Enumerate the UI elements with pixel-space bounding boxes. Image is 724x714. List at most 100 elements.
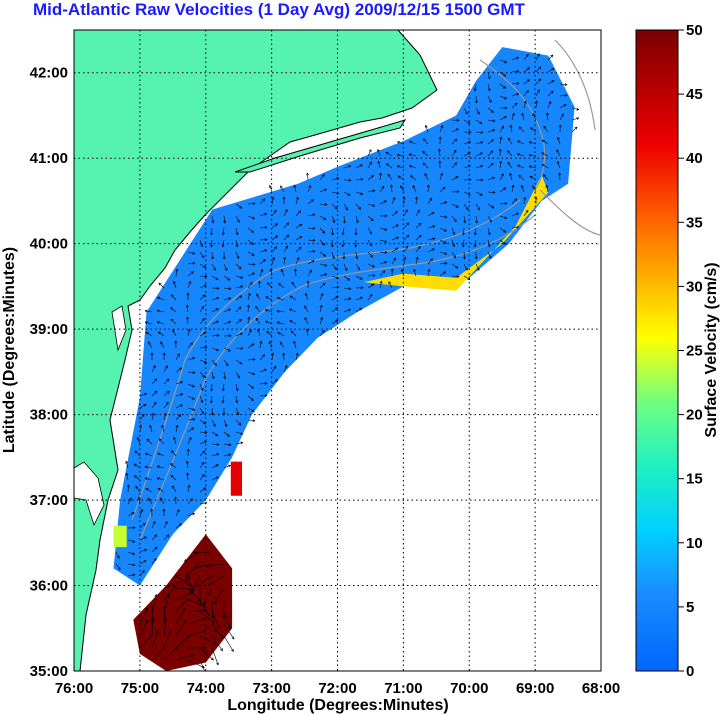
current-vector — [186, 305, 189, 313]
current-vector — [271, 210, 277, 217]
current-vector-head — [489, 219, 492, 223]
current-vector-head — [223, 376, 227, 380]
current-vector — [193, 551, 213, 554]
current-vector — [535, 78, 542, 85]
current-vector-head — [372, 204, 376, 207]
current-vector-head — [227, 277, 231, 281]
current-vector-head — [499, 136, 503, 140]
current-vector-head — [518, 126, 522, 130]
velocity-region-2 — [133, 534, 233, 671]
y-tick-label: 35:00 — [30, 663, 68, 680]
current-vector-head — [369, 231, 373, 235]
current-vector — [223, 215, 226, 224]
current-vector — [439, 125, 443, 133]
current-vector-head — [455, 176, 459, 179]
current-vector-head — [264, 309, 268, 312]
current-vector — [199, 407, 204, 415]
current-vector-head — [396, 153, 400, 157]
current-vector-head — [525, 89, 529, 94]
current-vector-head — [191, 384, 195, 388]
current-vector — [211, 308, 219, 313]
current-vector — [223, 275, 230, 281]
current-vector — [462, 239, 465, 247]
current-vector-head — [216, 453, 220, 456]
current-vector-head — [203, 440, 207, 444]
current-vector — [427, 225, 435, 229]
current-vector — [427, 238, 435, 241]
current-vector — [235, 395, 238, 403]
current-vector-head — [238, 266, 242, 270]
current-vector — [463, 191, 471, 196]
current-vector — [439, 215, 447, 218]
current-vector-head — [225, 363, 229, 367]
current-vector-head — [228, 334, 232, 338]
current-vector-head — [186, 635, 190, 639]
current-vector — [157, 466, 165, 469]
current-vector — [247, 263, 256, 265]
current-vector-head — [452, 231, 456, 236]
current-vector-head — [304, 317, 308, 321]
current-vector — [211, 443, 220, 445]
current-vector-head — [276, 297, 280, 300]
current-vector-head — [551, 80, 555, 83]
current-vector — [235, 263, 242, 270]
current-vector — [158, 282, 165, 289]
y-tick-label: 39:00 — [30, 321, 68, 338]
current-vector-head — [298, 246, 302, 250]
x-tick-label: 74:00 — [187, 680, 225, 697]
current-vector-head — [514, 198, 518, 202]
current-vector — [139, 634, 153, 649]
current-vector-head — [145, 331, 149, 335]
current-vector — [291, 282, 297, 289]
current-vector — [223, 599, 225, 619]
x-axis-ticks: 76:00 75:00 74:00 73:00 72:00 71:00 70:00 69:00… — [55, 680, 620, 697]
current-vector-head — [190, 271, 194, 275]
current-vector — [170, 463, 177, 469]
current-vector-head — [273, 209, 277, 213]
current-vector-head — [538, 66, 542, 70]
current-vector-head — [371, 264, 375, 268]
current-vector — [211, 453, 219, 457]
current-vector-head — [251, 343, 255, 347]
current-vector-head — [503, 73, 507, 77]
current-vector-head — [228, 287, 232, 291]
current-vector — [175, 353, 180, 361]
current-vector-head — [156, 477, 160, 481]
current-vector — [187, 609, 206, 613]
colorbar-tick-label: 15 — [686, 471, 703, 488]
current-vector — [223, 359, 229, 366]
current-vector-head — [503, 116, 507, 119]
current-vector-head — [132, 526, 136, 530]
current-vector-head — [576, 117, 580, 121]
current-vector-head — [240, 432, 244, 435]
current-vector — [343, 275, 350, 281]
current-vector-head — [335, 296, 339, 299]
current-vector-head — [132, 563, 136, 567]
current-vector-head — [162, 352, 166, 356]
current-vector — [451, 128, 459, 133]
current-vector — [259, 213, 267, 217]
current-vector — [199, 462, 205, 469]
current-vector — [271, 197, 274, 205]
current-vector — [134, 450, 141, 457]
current-vector — [499, 116, 507, 121]
current-vector-head — [370, 218, 374, 222]
current-vector-head — [348, 165, 352, 168]
current-vector — [235, 227, 238, 235]
current-vector-head — [203, 421, 207, 425]
current-vector-head — [529, 175, 533, 179]
current-vector-head — [312, 213, 316, 217]
current-vector — [518, 175, 525, 181]
current-vector — [175, 620, 186, 637]
current-vector — [331, 319, 338, 325]
current-vector-head — [564, 94, 568, 97]
current-vector-head — [202, 374, 206, 378]
current-vector-head — [518, 174, 522, 178]
current-vector — [424, 173, 429, 181]
current-vector — [511, 93, 519, 97]
current-vector-head — [140, 508, 144, 512]
x-tick-label: 69:00 — [516, 680, 554, 697]
current-vector-head — [417, 209, 420, 213]
current-vector — [163, 631, 171, 649]
current-vector-head — [210, 232, 214, 236]
